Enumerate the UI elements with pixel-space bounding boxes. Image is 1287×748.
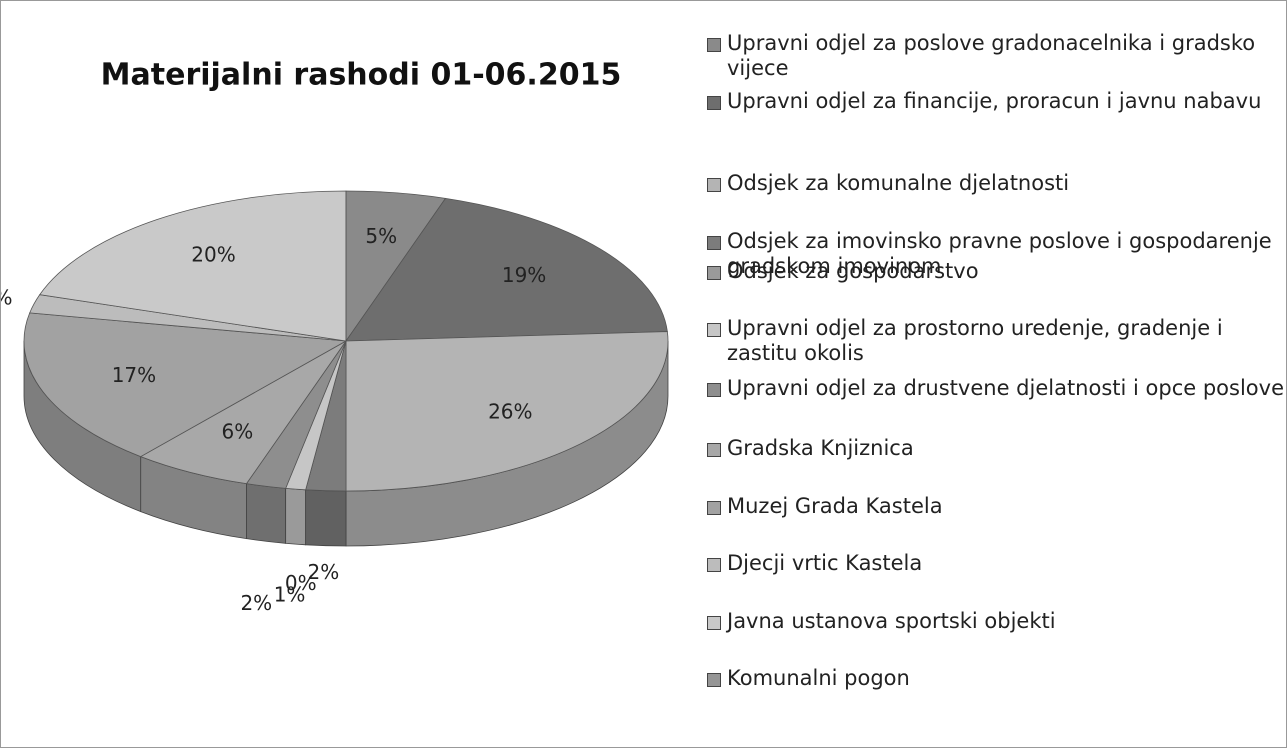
legend-swatch xyxy=(707,323,721,337)
pie-side xyxy=(246,483,287,544)
legend-label: Djecji vrtic Kastela xyxy=(727,551,923,575)
chart-title: Materijalni rashodi 01-06.2015 xyxy=(101,58,622,93)
legend-swatch xyxy=(707,96,721,110)
legend-label: Odsjek za gospodarstvo xyxy=(727,259,979,283)
legend-label: Odsjek za imovinsko pravne poslove i gos… xyxy=(727,229,1272,278)
legend-swatch xyxy=(707,38,721,52)
legend-label: Komunalni pogon xyxy=(727,666,910,690)
data-label: 2% xyxy=(1,286,13,310)
legend-item: Javna ustanova sportski objekti xyxy=(707,609,1287,634)
data-label: 6% xyxy=(222,420,254,444)
legend-label: Gradska Knjiznica xyxy=(727,436,914,460)
legend-item: Upravni odjel za poslove gradonacelnika … xyxy=(707,31,1287,81)
pie-side xyxy=(285,487,307,546)
legend-label: Javna ustanova sportski objekti xyxy=(727,609,1056,633)
data-label: 1% xyxy=(274,582,306,606)
pie-slice xyxy=(23,312,348,458)
legend-item: Komunalni pogon xyxy=(707,666,1287,691)
legend-item: Upravni odjel za drustvene djelatnosti i… xyxy=(707,376,1287,401)
data-label: 2% xyxy=(240,591,272,615)
legend-item: Muzej Grada Kastela xyxy=(707,494,1287,519)
legend-label: Muzej Grada Kastela xyxy=(727,494,943,518)
legend-swatch xyxy=(707,443,721,457)
legend-item: Djecji vrtic Kastela xyxy=(707,551,1287,576)
data-label: 0% xyxy=(285,571,317,595)
data-label: 26% xyxy=(488,399,532,423)
legend-label: Upravni odjel za poslove gradonacelnika … xyxy=(727,31,1256,80)
pie-slice xyxy=(345,197,668,342)
legend-swatch xyxy=(707,673,721,687)
legend-item: Odsjek za komunalne djelatnosti xyxy=(707,171,1287,196)
legend-item: Upravni odjel za financije, proracun i j… xyxy=(707,89,1287,114)
pie-slice xyxy=(345,331,669,492)
legend-item: Gradska Knjiznica xyxy=(707,436,1287,461)
legend-item: Upravni odjel za prostorno uredenje, gra… xyxy=(707,316,1287,366)
legend-swatch xyxy=(707,236,721,250)
legend-swatch xyxy=(707,501,721,515)
legend-label: Upravni odjel za drustvene djelatnosti i… xyxy=(727,376,1285,400)
pie-side xyxy=(305,489,347,547)
legend-item: Odsjek za imovinsko pravne poslove i gos… xyxy=(707,229,1287,279)
legend-label: Upravni odjel za prostorno uredenje, gra… xyxy=(727,316,1223,365)
pie-slice xyxy=(139,340,347,485)
legend-swatch xyxy=(707,266,721,280)
data-label: 19% xyxy=(502,263,546,287)
data-label: 17% xyxy=(112,363,156,387)
legend-item: Odsjek za gospodarstvo xyxy=(707,259,1287,284)
legend-swatch xyxy=(707,383,721,397)
data-label: 20% xyxy=(191,243,235,267)
legend-label: Odsjek za komunalne djelatnosti xyxy=(727,171,1070,195)
legend-label: Upravni odjel za financije, proracun i j… xyxy=(727,89,1262,113)
legend-swatch xyxy=(707,178,721,192)
data-label: 5% xyxy=(365,224,397,248)
pie-slice xyxy=(39,190,347,342)
data-label: 2% xyxy=(307,560,339,584)
legend-swatch xyxy=(707,558,721,572)
legend-swatch xyxy=(707,616,721,630)
